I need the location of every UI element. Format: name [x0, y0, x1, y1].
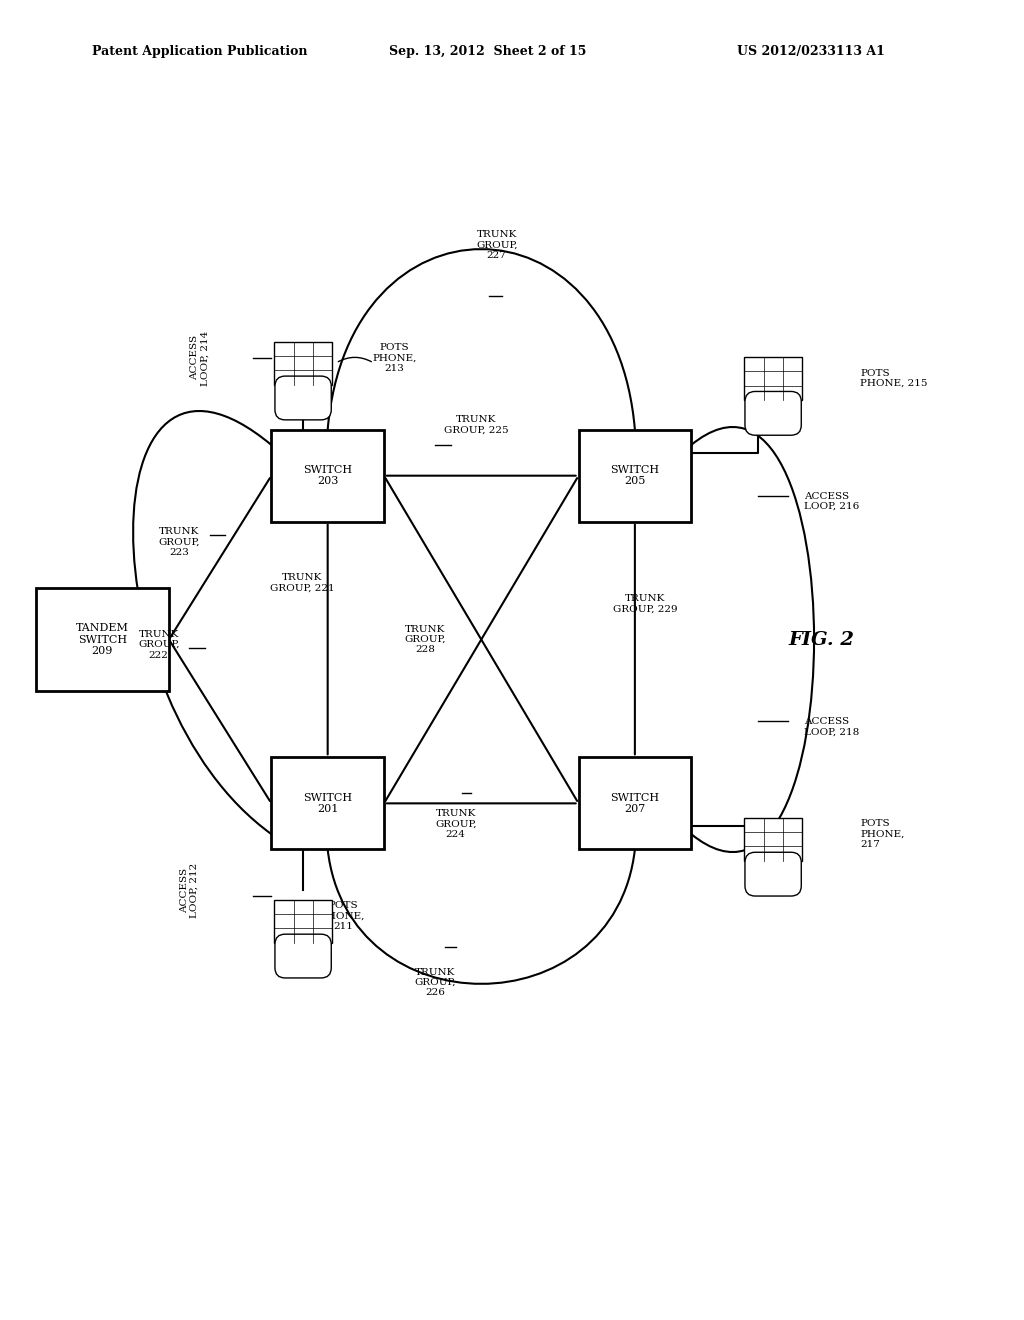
- FancyBboxPatch shape: [274, 900, 332, 942]
- FancyBboxPatch shape: [744, 817, 802, 861]
- Text: SWITCH
203: SWITCH 203: [303, 465, 352, 487]
- Text: TANDEM
SWITCH
209: TANDEM SWITCH 209: [76, 623, 129, 656]
- FancyBboxPatch shape: [271, 758, 384, 850]
- Text: POTS
PHONE,
217: POTS PHONE, 217: [860, 820, 904, 849]
- Text: TRUNK
GROUP,
223: TRUNK GROUP, 223: [159, 528, 200, 557]
- Text: Sep. 13, 2012  Sheet 2 of 15: Sep. 13, 2012 Sheet 2 of 15: [389, 45, 587, 58]
- Text: Patent Application Publication: Patent Application Publication: [92, 45, 307, 58]
- Text: TRUNK
GROUP,
224: TRUNK GROUP, 224: [435, 809, 476, 838]
- FancyBboxPatch shape: [36, 589, 169, 690]
- Text: US 2012/0233113 A1: US 2012/0233113 A1: [737, 45, 885, 58]
- Text: ACCESS
LOOP, 214: ACCESS LOOP, 214: [190, 330, 209, 385]
- FancyBboxPatch shape: [274, 342, 332, 384]
- Text: ACCESS
LOOP, 218: ACCESS LOOP, 218: [804, 717, 859, 737]
- Text: TRUNK
GROUP,
222: TRUNK GROUP, 222: [138, 630, 179, 660]
- FancyBboxPatch shape: [271, 429, 384, 521]
- FancyBboxPatch shape: [579, 429, 691, 521]
- Text: ACCESS
LOOP, 216: ACCESS LOOP, 216: [804, 491, 859, 511]
- Text: TRUNK
GROUP,
228: TRUNK GROUP, 228: [404, 624, 445, 655]
- Text: POTS
PHONE,
211: POTS PHONE, 211: [321, 902, 366, 931]
- Text: SWITCH
205: SWITCH 205: [610, 465, 659, 487]
- FancyBboxPatch shape: [579, 758, 691, 850]
- Text: TRUNK
GROUP, 221: TRUNK GROUP, 221: [269, 573, 335, 593]
- FancyBboxPatch shape: [274, 935, 331, 978]
- Text: TRUNK
GROUP,
227: TRUNK GROUP, 227: [476, 231, 517, 260]
- Text: SWITCH
207: SWITCH 207: [610, 792, 659, 814]
- Text: TRUNK
GROUP, 229: TRUNK GROUP, 229: [612, 594, 678, 614]
- FancyBboxPatch shape: [274, 376, 331, 420]
- FancyBboxPatch shape: [745, 392, 802, 436]
- FancyBboxPatch shape: [744, 356, 802, 400]
- Text: FIG. 2: FIG. 2: [788, 631, 854, 648]
- Text: TRUNK
GROUP, 225: TRUNK GROUP, 225: [443, 414, 509, 434]
- FancyBboxPatch shape: [745, 853, 802, 896]
- Text: POTS
PHONE,
213: POTS PHONE, 213: [372, 343, 417, 372]
- Text: TRUNK
GROUP,
226: TRUNK GROUP, 226: [415, 968, 456, 998]
- Text: POTS
PHONE, 215: POTS PHONE, 215: [860, 368, 928, 388]
- Text: ACCESS
LOOP, 212: ACCESS LOOP, 212: [180, 863, 199, 917]
- Text: SWITCH
201: SWITCH 201: [303, 792, 352, 814]
